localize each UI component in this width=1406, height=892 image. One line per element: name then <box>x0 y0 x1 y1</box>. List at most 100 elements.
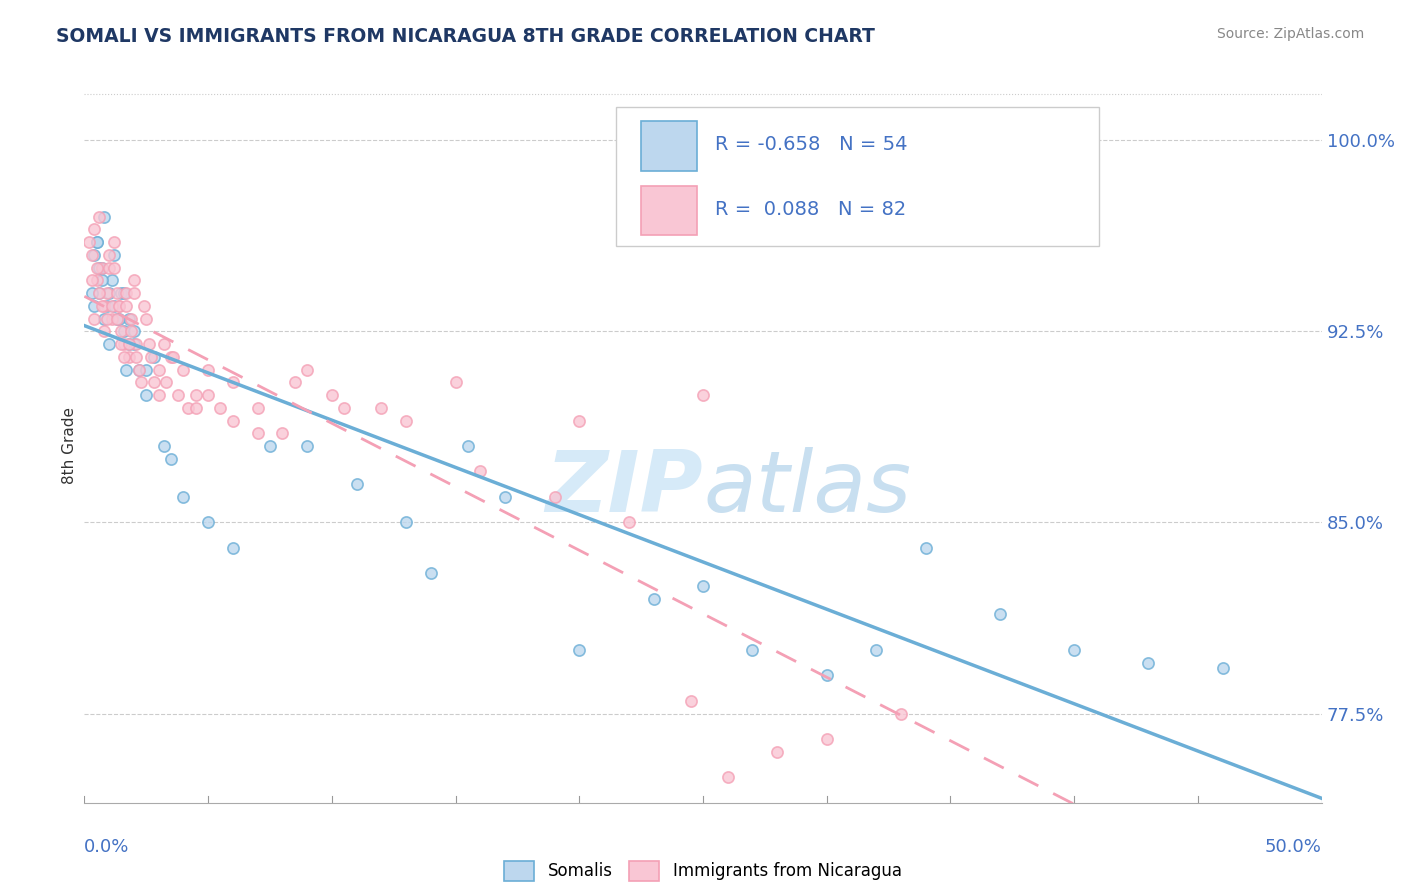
Point <box>172 362 194 376</box>
Text: R =  0.088   N = 82: R = 0.088 N = 82 <box>716 200 907 219</box>
Point <box>86 235 108 249</box>
Point <box>148 388 170 402</box>
Point <box>295 362 318 376</box>
Point <box>118 350 141 364</box>
Point <box>160 451 183 466</box>
Point <box>617 516 640 530</box>
Point <box>457 439 479 453</box>
Point <box>1137 656 1160 670</box>
Point <box>692 388 714 402</box>
Point <box>98 260 121 275</box>
Point <box>105 311 128 326</box>
Point <box>96 299 118 313</box>
Point <box>80 248 103 262</box>
Point <box>142 350 165 364</box>
Point <box>141 350 163 364</box>
Text: 0.0%: 0.0% <box>84 838 129 856</box>
Point <box>346 477 368 491</box>
Point <box>177 401 200 415</box>
Point <box>108 299 131 313</box>
Point <box>470 465 492 479</box>
Point <box>115 362 138 376</box>
Point <box>112 337 135 351</box>
Point <box>222 413 245 427</box>
Point <box>172 490 194 504</box>
Point <box>246 401 269 415</box>
Point <box>83 248 105 262</box>
Point <box>90 273 112 287</box>
Point <box>112 350 135 364</box>
Point <box>167 388 190 402</box>
Point <box>96 311 118 326</box>
FancyBboxPatch shape <box>616 107 1099 246</box>
Point <box>138 337 160 351</box>
Bar <box>641 121 697 171</box>
Point <box>370 401 392 415</box>
Point <box>105 286 128 301</box>
Point <box>110 324 132 338</box>
Point <box>395 413 418 427</box>
Point <box>865 643 887 657</box>
Point <box>890 706 912 721</box>
Point <box>118 337 141 351</box>
Point <box>100 273 122 287</box>
Y-axis label: 8th Grade: 8th Grade <box>62 408 77 484</box>
Point <box>80 286 103 301</box>
Point <box>122 273 145 287</box>
Point <box>93 299 115 313</box>
Point <box>98 286 121 301</box>
Point <box>128 362 150 376</box>
Point <box>246 426 269 441</box>
Point <box>815 668 838 682</box>
Point <box>543 490 565 504</box>
Point <box>132 299 155 313</box>
Point <box>100 299 122 313</box>
Text: R = -0.658   N = 54: R = -0.658 N = 54 <box>716 136 908 154</box>
Point <box>128 362 150 376</box>
Text: ZIP: ZIP <box>546 447 703 531</box>
Point <box>118 311 141 326</box>
Point <box>90 260 112 275</box>
Point <box>259 439 281 453</box>
Point <box>135 362 157 376</box>
Point <box>86 260 108 275</box>
Point <box>741 643 763 657</box>
Point <box>142 376 165 390</box>
Point <box>110 337 132 351</box>
Point <box>103 248 125 262</box>
Point <box>96 286 118 301</box>
Point <box>197 362 219 376</box>
Point <box>110 286 132 301</box>
Legend: Somalis, Immigrants from Nicaragua: Somalis, Immigrants from Nicaragua <box>498 855 908 888</box>
Point <box>89 260 111 275</box>
Point <box>284 376 307 390</box>
Point <box>90 260 112 275</box>
Point <box>643 591 665 606</box>
Point <box>112 324 135 338</box>
Point <box>90 299 112 313</box>
Text: atlas: atlas <box>703 447 911 531</box>
Point <box>103 235 125 249</box>
Point <box>395 516 418 530</box>
Point <box>815 732 838 747</box>
Point <box>105 311 128 326</box>
Point <box>444 376 467 390</box>
Point <box>155 376 177 390</box>
Point <box>93 210 115 224</box>
Point <box>135 388 157 402</box>
Point <box>108 311 131 326</box>
Point <box>1212 661 1234 675</box>
Point <box>122 286 145 301</box>
Point <box>108 299 131 313</box>
Bar <box>641 186 697 235</box>
Point <box>160 350 183 364</box>
Point <box>197 516 219 530</box>
Point <box>103 260 125 275</box>
Point <box>321 388 343 402</box>
Point <box>122 337 145 351</box>
Point <box>568 643 591 657</box>
Point <box>988 607 1011 622</box>
Point <box>118 337 141 351</box>
Point <box>162 350 184 364</box>
Point <box>766 745 789 759</box>
